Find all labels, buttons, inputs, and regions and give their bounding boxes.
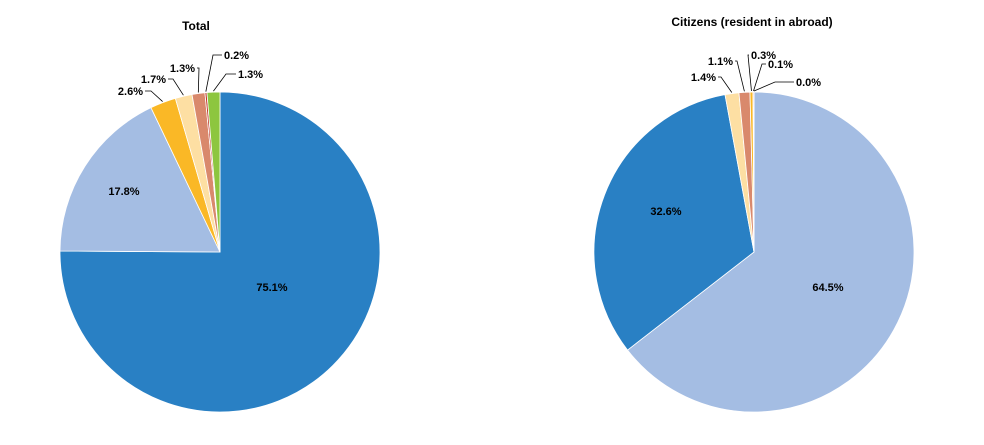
leader-line	[747, 54, 752, 92]
data-label: 75.1%	[256, 282, 287, 294]
pie-slice	[59, 91, 381, 413]
data-label: 17.8%	[108, 186, 139, 198]
leader-line	[753, 81, 794, 92]
data-label: 1.3%	[170, 63, 195, 75]
data-label: 1.7%	[141, 74, 166, 86]
leader-line	[213, 73, 236, 92]
chart-title: Total	[182, 19, 210, 33]
pie-chart-citizens-abroad: Citizens (resident in abroad) 64.5% 32.6%…	[593, 15, 915, 413]
chart-title: Citizens (resident in abroad)	[671, 15, 832, 29]
pie-slice	[206, 91, 221, 253]
pie-slice	[59, 107, 221, 253]
pie-slice	[627, 91, 915, 413]
data-label: 0.3%	[751, 50, 776, 62]
data-label: 0.1%	[768, 59, 793, 71]
data-label: 1.3%	[238, 69, 263, 81]
leader-line	[197, 67, 200, 93]
leader-line	[145, 90, 163, 102]
data-label: 1.4%	[691, 72, 716, 84]
leader-line	[718, 76, 733, 93]
data-label: 0.0%	[796, 77, 821, 89]
leader-line	[753, 63, 766, 92]
leader-line	[168, 78, 184, 96]
data-label: 64.5%	[812, 282, 843, 294]
leader-line	[735, 60, 745, 92]
leader-line	[205, 54, 222, 92]
data-label: 2.6%	[118, 86, 143, 98]
data-label: 32.6%	[650, 206, 681, 218]
pie-slice	[593, 94, 755, 351]
data-label: 0.2%	[224, 50, 249, 62]
pie-chart-total: Total 75.1% 17.8% 2.6%1.7% 1.3% 0.2% 1.3%	[59, 19, 381, 413]
data-label: 1.1%	[708, 56, 733, 68]
